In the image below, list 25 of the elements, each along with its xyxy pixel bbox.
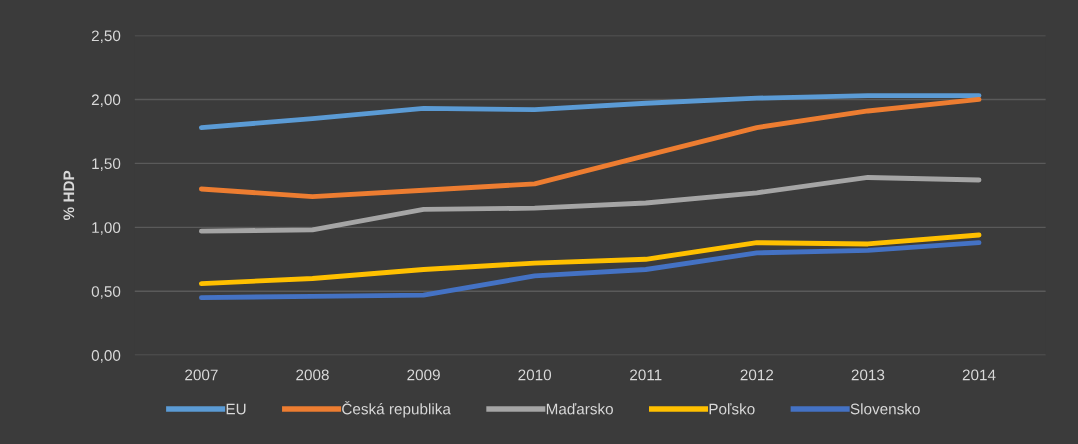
y-tick-label: 2,00	[91, 94, 121, 107]
x-tick-label: 2008	[296, 369, 329, 381]
x-tick-label: 2013	[851, 369, 885, 381]
x-tick-label: 2012	[740, 369, 774, 381]
y-axis-title: % HDP	[63, 170, 75, 221]
y-tick-label: 1,50	[92, 158, 121, 171]
line-series	[198, 240, 982, 301]
legend-label: Česká republika	[342, 400, 451, 418]
line-series	[198, 97, 982, 200]
y-tick-label: 0,50	[91, 286, 121, 299]
x-tick-label: 2011	[630, 369, 662, 381]
y-tick-label: 2,50	[91, 30, 121, 44]
legend-label: Slovensko	[850, 403, 920, 415]
legend-label: EU	[226, 403, 246, 415]
legend-label: Poľsko	[709, 403, 755, 415]
y-tick-label: 0,00	[91, 350, 121, 363]
line-series	[198, 232, 982, 287]
x-tick-label: 2007	[185, 369, 218, 381]
x-tick-label: 2014	[962, 369, 996, 381]
x-tick-label: 2009	[407, 369, 440, 381]
line-series	[198, 93, 982, 131]
legend-label: Maďarsko	[546, 403, 613, 415]
x-tick-label: 2010	[518, 369, 552, 381]
y-tick-label: 1,00	[92, 222, 121, 235]
line-series	[198, 175, 982, 234]
